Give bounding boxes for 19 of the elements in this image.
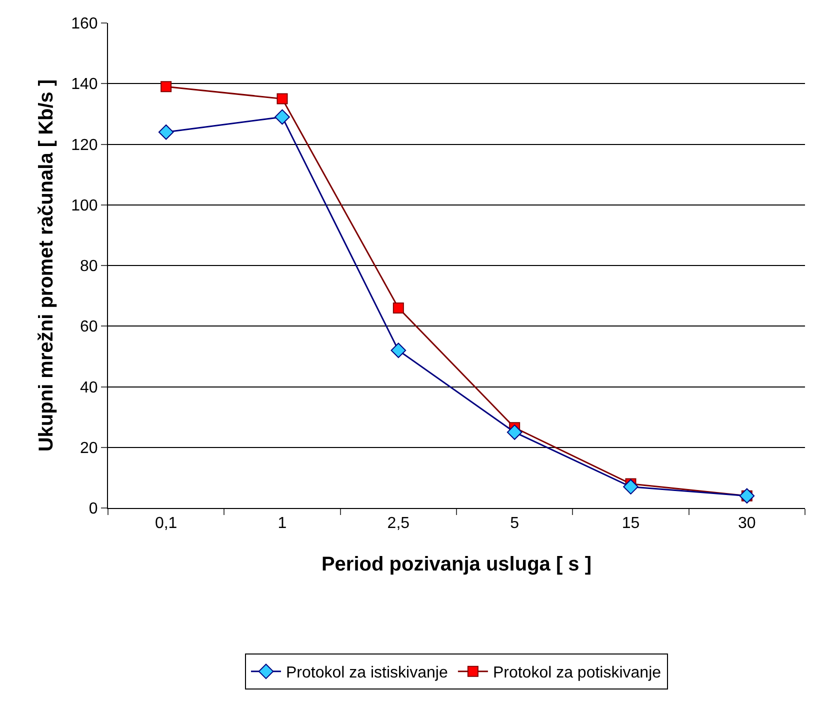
y-tick-label: 160	[71, 16, 98, 33]
legend-label: Protokol za potiskivanje	[492, 664, 662, 682]
y-tick-label: 140	[71, 76, 98, 94]
y-tick-label: 120	[71, 136, 98, 154]
y-tick-label: 80	[80, 258, 98, 276]
x-tick-label: 30	[738, 515, 756, 532]
x-tick-label: 0,1	[154, 515, 178, 532]
y-tick-label: 20	[80, 440, 98, 457]
x-tick-label: 2,5	[387, 515, 410, 532]
y-tick-label: 40	[80, 379, 98, 396]
x-tick-label: 5	[510, 515, 520, 532]
x-axis-title: Period pozivanja usluga [ s ]	[321, 554, 592, 576]
x-tick-label: 15	[622, 515, 640, 532]
legend-label: Protokol za istiskivanje	[286, 664, 448, 682]
x-tick-label: 1	[278, 515, 287, 532]
y-tick-label: 0	[88, 500, 98, 518]
y-tick-label: 100	[71, 197, 98, 214]
y-tick-label: 60	[80, 318, 98, 336]
y-axis-title: Ukupni mrežni promet računala [ Kb/s ]	[36, 79, 58, 452]
